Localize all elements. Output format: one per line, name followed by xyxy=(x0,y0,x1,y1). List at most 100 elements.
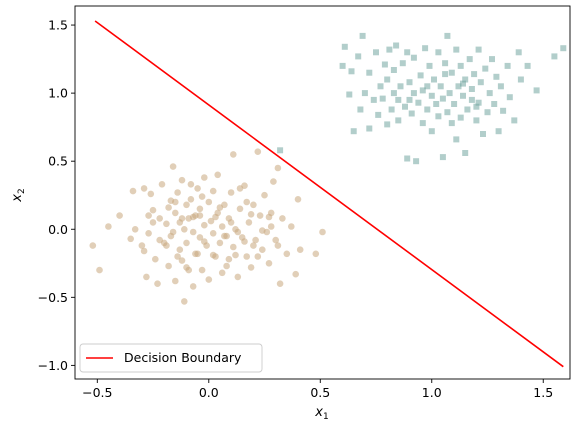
series-1-point xyxy=(189,213,197,221)
series-2-point xyxy=(366,125,373,132)
series-2-point xyxy=(404,49,411,56)
series-2-point xyxy=(370,96,377,103)
series-1-point xyxy=(221,232,228,240)
series-2-point xyxy=(506,94,513,101)
series-1-point xyxy=(223,262,230,270)
series-2-point xyxy=(361,90,368,97)
series-1-point xyxy=(201,174,208,181)
series-1-point xyxy=(247,264,255,271)
series-2-point xyxy=(381,61,388,68)
series-1-point xyxy=(250,201,257,209)
series-1-point xyxy=(216,204,224,211)
series-2-point xyxy=(473,103,480,110)
data-points xyxy=(89,32,567,305)
series-1-point xyxy=(279,215,286,222)
series-2-point xyxy=(468,96,475,103)
series-1-point xyxy=(274,242,282,249)
series-2-point xyxy=(511,117,518,124)
series-1-point xyxy=(234,273,242,281)
series-1-point xyxy=(163,220,170,228)
series-1-point xyxy=(169,228,177,236)
series-2-point xyxy=(413,158,420,165)
series-2-point xyxy=(475,46,482,53)
y-tick-label: 1.5 xyxy=(48,18,68,33)
series-1-point xyxy=(294,196,302,203)
series-2-point xyxy=(500,107,507,114)
series-2-point xyxy=(460,92,466,99)
series-2-point xyxy=(417,72,424,79)
series-2-point xyxy=(491,101,498,107)
series-2-point xyxy=(426,62,433,69)
series-2-point xyxy=(448,120,455,127)
series-1-point xyxy=(189,228,197,236)
series-1-point xyxy=(154,280,161,288)
series-2-point xyxy=(442,60,449,67)
series-2-point xyxy=(468,86,475,92)
legend-box xyxy=(79,343,263,373)
series-2-point xyxy=(359,32,366,39)
series-2-point xyxy=(350,128,357,135)
series-1-point xyxy=(234,228,242,236)
series-1-point xyxy=(276,280,284,288)
series-2-point xyxy=(404,155,411,162)
series-2-point xyxy=(495,128,502,135)
series-2-point xyxy=(473,117,480,124)
x-tick-label: 0.0 xyxy=(199,385,219,400)
series-1-point xyxy=(265,260,273,267)
series-1-point xyxy=(149,219,157,226)
series-1-point xyxy=(163,242,170,249)
series-2-point xyxy=(415,99,422,106)
series-2-point xyxy=(462,76,469,83)
series-1-point xyxy=(145,230,152,237)
series-2-point xyxy=(439,154,446,161)
series-1-point xyxy=(192,250,199,258)
series-1-point xyxy=(178,215,186,222)
series-1-point xyxy=(187,181,195,188)
series-2-point xyxy=(390,90,397,97)
series-2-point xyxy=(428,92,435,99)
series-2-point xyxy=(339,62,346,69)
series-2-point xyxy=(388,106,395,113)
series-2-point xyxy=(393,42,400,49)
series-1-point xyxy=(181,226,188,233)
series-1-point xyxy=(207,217,215,225)
series-2-point xyxy=(493,73,500,80)
y-tick-label: 1.0 xyxy=(48,86,68,101)
series-2-point xyxy=(379,95,386,102)
series-2-point xyxy=(442,71,449,78)
series-1-point xyxy=(143,273,150,281)
series-2-point xyxy=(410,90,417,97)
x-tick-label: 1.5 xyxy=(533,385,553,400)
series-2-point xyxy=(477,79,484,86)
series-1-point xyxy=(270,178,277,185)
series-1-point xyxy=(129,187,137,195)
series-2-point xyxy=(419,120,426,127)
series-1-point xyxy=(165,262,172,270)
series-2-point xyxy=(437,83,444,90)
series-1-point xyxy=(296,246,304,253)
series-2-point xyxy=(451,101,458,107)
series-1-point xyxy=(250,242,257,249)
series-1-point xyxy=(218,223,226,230)
series-2-point xyxy=(402,103,408,110)
y-axis-ticks: −1.0 −0.5 0.0 0.5 1.0 1.5 xyxy=(38,18,75,373)
series-2-point xyxy=(355,53,362,60)
series-2-point xyxy=(448,69,455,76)
legend: Decision Boundary xyxy=(79,343,263,373)
series-1-point xyxy=(105,223,112,230)
series-1-point xyxy=(181,298,188,305)
y-tick-label: −0.5 xyxy=(38,290,68,305)
series-1-point xyxy=(189,283,197,290)
series-2-point xyxy=(457,62,464,69)
series-1-point xyxy=(267,223,275,230)
x-axis-ticks: −0.5 0.0 0.5 1.0 1.5 xyxy=(82,379,553,400)
series-2-point xyxy=(433,101,440,107)
series-2-point xyxy=(348,68,355,75)
series-2-point xyxy=(399,60,406,67)
series-2-point xyxy=(444,109,451,116)
series-1-point xyxy=(172,209,179,217)
series-1-point xyxy=(205,198,213,206)
series-1-point xyxy=(178,257,186,264)
series-2-point xyxy=(486,90,493,97)
series-1-point xyxy=(247,211,255,218)
